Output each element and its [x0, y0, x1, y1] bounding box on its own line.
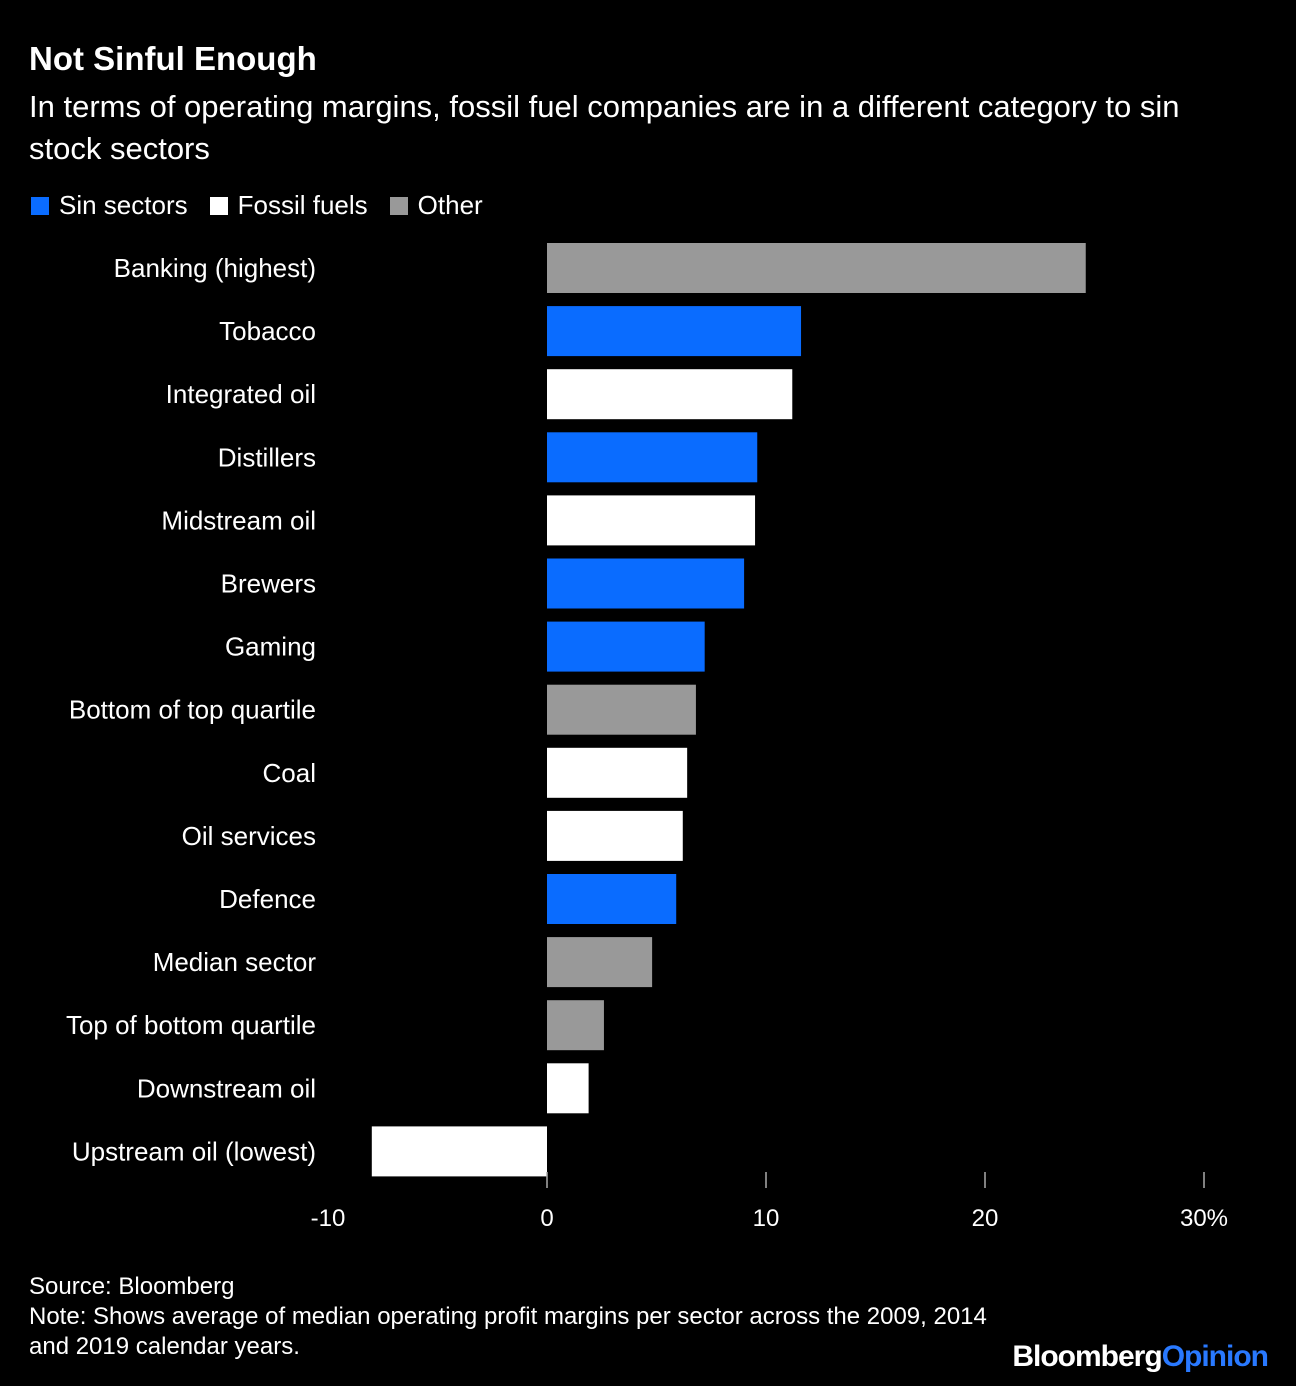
- legend-swatch-other: [389, 196, 408, 215]
- category-label: Midstream oil: [161, 505, 316, 535]
- bar-upstream-oil-lowest: [371, 1126, 547, 1177]
- bar-median-sector: [547, 937, 653, 988]
- category-label: Distillers: [218, 442, 316, 472]
- category-label: Integrated oil: [166, 379, 316, 409]
- legend-item-fossil: Fossil fuels: [209, 190, 368, 221]
- bar-tobacco: [547, 306, 802, 357]
- category-label: Gaming: [225, 632, 316, 662]
- legend: Sin sectors Fossil fuels Other: [31, 190, 505, 221]
- bar-integrated-oil: [547, 369, 793, 420]
- brand-opinion: Opinion: [1161, 1340, 1269, 1373]
- bar-brewers: [547, 558, 745, 609]
- brand-bloomberg: Bloomberg: [1012, 1340, 1162, 1373]
- category-label: Top of bottom quartile: [66, 1010, 316, 1040]
- footer: Source: Bloomberg Note: Shows average of…: [29, 1272, 989, 1362]
- bar-chart: Banking (highest) Tobacco Integrated oil Di…: [66, 243, 1228, 1232]
- x-tick-label: 10: [753, 1205, 780, 1232]
- legend-label-fossil: Fossil fuels: [237, 190, 368, 220]
- bar-defence: [547, 874, 677, 924]
- category-label: Coal: [263, 758, 316, 788]
- methodology-note: Note: Shows average of median operating …: [29, 1303, 987, 1360]
- legend-label-sin: Sin sectors: [59, 190, 188, 220]
- x-tick-label: -10: [311, 1205, 346, 1232]
- bar-distillers: [547, 432, 758, 483]
- x-tick-label: 30%: [1180, 1205, 1228, 1232]
- bar-bottom-of-top-quartile: [547, 684, 696, 735]
- x-tick-label: 20: [972, 1205, 999, 1232]
- bar-banking-highest: [547, 243, 1086, 293]
- source-note: Source: Bloomberg: [29, 1273, 235, 1300]
- bar-midstream-oil: [547, 495, 756, 546]
- legend-swatch-sin: [31, 196, 49, 215]
- chart-subtitle: In terms of operating margins, fossil fu…: [29, 89, 1180, 166]
- bar-oil-services: [547, 810, 683, 861]
- category-label: Oil services: [182, 821, 316, 851]
- category-label: Median sector: [153, 947, 317, 977]
- category-label: Downstream oil: [137, 1073, 316, 1103]
- legend-item-other: Other: [389, 190, 483, 221]
- category-label: Brewers: [221, 569, 316, 599]
- bar-top-of-bottom-quartile: [547, 1000, 604, 1051]
- legend-swatch-fossil: [209, 196, 228, 215]
- category-label: Defence: [219, 884, 316, 914]
- legend-label-other: Other: [417, 190, 483, 220]
- category-label: Bottom of top quartile: [69, 695, 316, 725]
- bar-gaming: [547, 621, 705, 672]
- category-label: Upstream oil (lowest): [72, 1136, 316, 1166]
- category-label: Tobacco: [219, 316, 316, 346]
- x-tick-label: 0: [540, 1205, 553, 1232]
- category-label: Banking (highest): [114, 253, 316, 283]
- legend-item-sin: Sin sectors: [31, 190, 188, 221]
- bar-coal: [547, 747, 688, 798]
- brand-logo: BloombergOpinion: [1012, 1340, 1269, 1374]
- chart-title: Not Sinful Enough: [29, 40, 317, 77]
- bar-downstream-oil: [547, 1063, 589, 1114]
